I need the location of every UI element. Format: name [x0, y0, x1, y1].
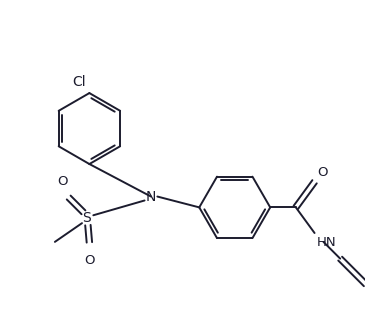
Text: Cl: Cl	[72, 75, 85, 89]
Text: O: O	[84, 254, 95, 267]
Text: S: S	[83, 211, 91, 225]
Text: O: O	[317, 166, 328, 179]
Text: N: N	[146, 190, 156, 204]
Text: HN: HN	[317, 236, 336, 250]
Text: O: O	[57, 175, 68, 188]
